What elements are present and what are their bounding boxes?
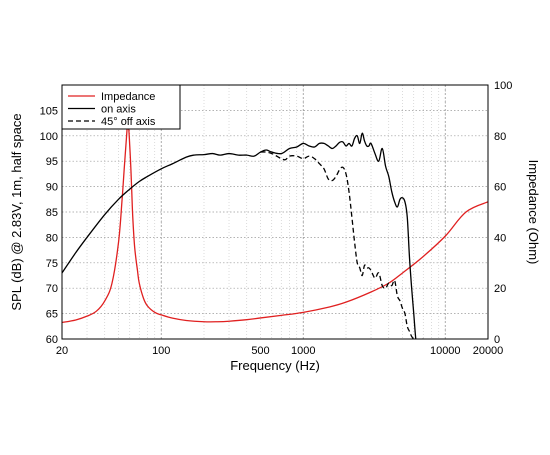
y2-axis-title: Impedance (Ohm)	[526, 160, 541, 265]
y2-tick-label: 60	[494, 182, 506, 194]
legend-label-off-axis: 45° off axis	[101, 116, 156, 128]
plot-frame	[61, 84, 489, 340]
y2-tick-label: 0	[494, 334, 500, 346]
y-axis-title: SPL (dB) @ 2.83V, 1m, half space	[9, 113, 24, 310]
y-tick-label: 60	[46, 334, 58, 346]
y-tick-label: 75	[46, 258, 58, 270]
y2-tick-label: 100	[494, 80, 512, 92]
y2-tick-label: 40	[494, 232, 506, 244]
x-axis-title: Frequency (Hz)	[230, 358, 320, 373]
y-tick-label: 80	[46, 232, 58, 244]
off-axis-line	[260, 151, 415, 339]
x-tick-label: 20000	[473, 345, 504, 357]
series-layer	[62, 122, 488, 339]
legend-label-on-axis: on axis	[101, 104, 136, 116]
impedance-line	[62, 122, 488, 324]
y-tick-label: 90	[46, 182, 58, 194]
y-tick-label: 65	[46, 309, 58, 321]
legend-label-impedance: Impedance	[101, 91, 155, 103]
y-tick-label: 95	[46, 156, 58, 168]
on-axis-line	[62, 132, 425, 339]
legend: Impedance on axis 45° off axis	[61, 84, 181, 130]
x-tick-label: 10000	[430, 345, 461, 357]
x-tick-label: 500	[251, 345, 269, 357]
legend-box	[61, 84, 181, 130]
y-tick-label: 105	[40, 105, 58, 117]
x-tick-label: 1000	[291, 345, 315, 357]
x-tick-label: 20	[56, 345, 68, 357]
y-tick-label: 85	[46, 207, 58, 219]
y-tick-label: 70	[46, 283, 58, 295]
y2-tick-label: 20	[494, 283, 506, 295]
tick-labels: 20 100 500 1000 10000 20000606570758085909510…	[40, 80, 513, 357]
x-tick-label: 100	[152, 345, 170, 357]
y2-tick-label: 80	[494, 131, 506, 143]
y-tick-label: 100	[40, 131, 58, 143]
